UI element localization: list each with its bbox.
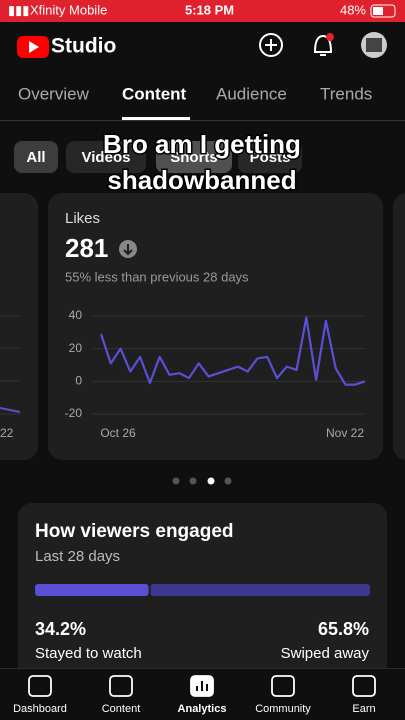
tab[interactable]: Content: [122, 84, 187, 103]
pager-dot-active[interactable]: [207, 477, 215, 485]
nav-label: Content: [102, 703, 141, 715]
battery-icon: [370, 4, 396, 18]
stayed-caption: Stayed to watch: [35, 645, 142, 662]
tab-indicator: [122, 117, 190, 120]
previous-card[interactable]: [0, 193, 38, 460]
filter-chip[interactable]: [66, 141, 146, 173]
nav-icon[interactable]: [109, 675, 133, 697]
status-bar: [0, 0, 405, 22]
tab[interactable]: Trends: [320, 84, 372, 103]
pager-dot[interactable]: [189, 477, 197, 485]
video-caption: Bro am I getting: [103, 129, 301, 159]
nav-icon[interactable]: [271, 675, 295, 697]
filter-chip[interactable]: [14, 141, 58, 173]
notification-dot: [326, 33, 334, 41]
x-label: Nov 22: [326, 426, 364, 440]
x-label: Oct 26: [100, 426, 136, 440]
carrier: Xfinity Mobile: [30, 2, 107, 17]
trend-arrow: [123, 244, 133, 256]
likes-comparison: 55% less than previous 28 days: [65, 269, 249, 284]
nav-icon-detail: [196, 681, 208, 691]
pager-dot[interactable]: [172, 477, 180, 485]
engagement-title: How viewers engaged: [35, 521, 234, 542]
swiped-caption: Swiped away: [281, 645, 370, 662]
avatar-image: [366, 38, 382, 52]
clock: 5:18 PM: [185, 2, 234, 17]
nav-icon[interactable]: [28, 675, 52, 697]
create-icon: [265, 39, 277, 51]
pager-dot[interactable]: [224, 477, 232, 485]
create-button[interactable]: [259, 33, 283, 57]
status-signal: ▮▮▮: [8, 2, 29, 17]
likes-card[interactable]: [48, 193, 383, 460]
previous-card-x-label: 22: [0, 426, 14, 440]
nav-label: Analytics: [178, 703, 227, 715]
swiped-bar: [150, 584, 370, 596]
nav-label: Dashboard: [13, 703, 67, 715]
y-tick-label: -20: [65, 406, 83, 420]
video-caption: shadowbanned: [107, 165, 296, 195]
swiped-value: 65.8%: [318, 619, 369, 639]
nav-divider: [0, 668, 405, 669]
y-tick-label: 0: [75, 374, 82, 388]
stayed-value: 34.2%: [35, 619, 86, 639]
logo-play: [29, 41, 39, 53]
nav-icon[interactable]: [352, 675, 376, 697]
app-name: Studio: [51, 35, 116, 58]
previous-card-line: [0, 407, 21, 413]
likes-value: 281: [65, 233, 108, 263]
tabs-divider: [0, 120, 405, 121]
filter-label: All: [26, 149, 45, 166]
filter-label: Videos: [82, 149, 131, 166]
nav-label: Earn: [352, 703, 375, 715]
tab[interactable]: Audience: [216, 84, 287, 103]
previous-card-grid: [0, 315, 20, 415]
filter-chip[interactable]: [156, 141, 232, 173]
engagement-subtitle: Last 28 days: [35, 548, 120, 565]
notifications-button[interactable]: [313, 34, 333, 56]
y-tick-label: 20: [69, 341, 83, 355]
y-tick-label: 40: [69, 308, 83, 322]
battery-text: 48%: [340, 2, 366, 17]
filter-label: Shorts: [170, 149, 218, 166]
stayed-bar: [35, 584, 149, 596]
likes-line: [99, 316, 366, 386]
tab[interactable]: Overview: [18, 84, 90, 103]
filter-chip[interactable]: [238, 141, 302, 173]
next-card[interactable]: [393, 193, 405, 460]
filter-label: Posts: [250, 149, 291, 166]
likes-title: Likes: [65, 210, 100, 227]
nav-label: Community: [255, 703, 311, 715]
battery-level: [373, 7, 383, 15]
engagement-card: [18, 503, 387, 693]
